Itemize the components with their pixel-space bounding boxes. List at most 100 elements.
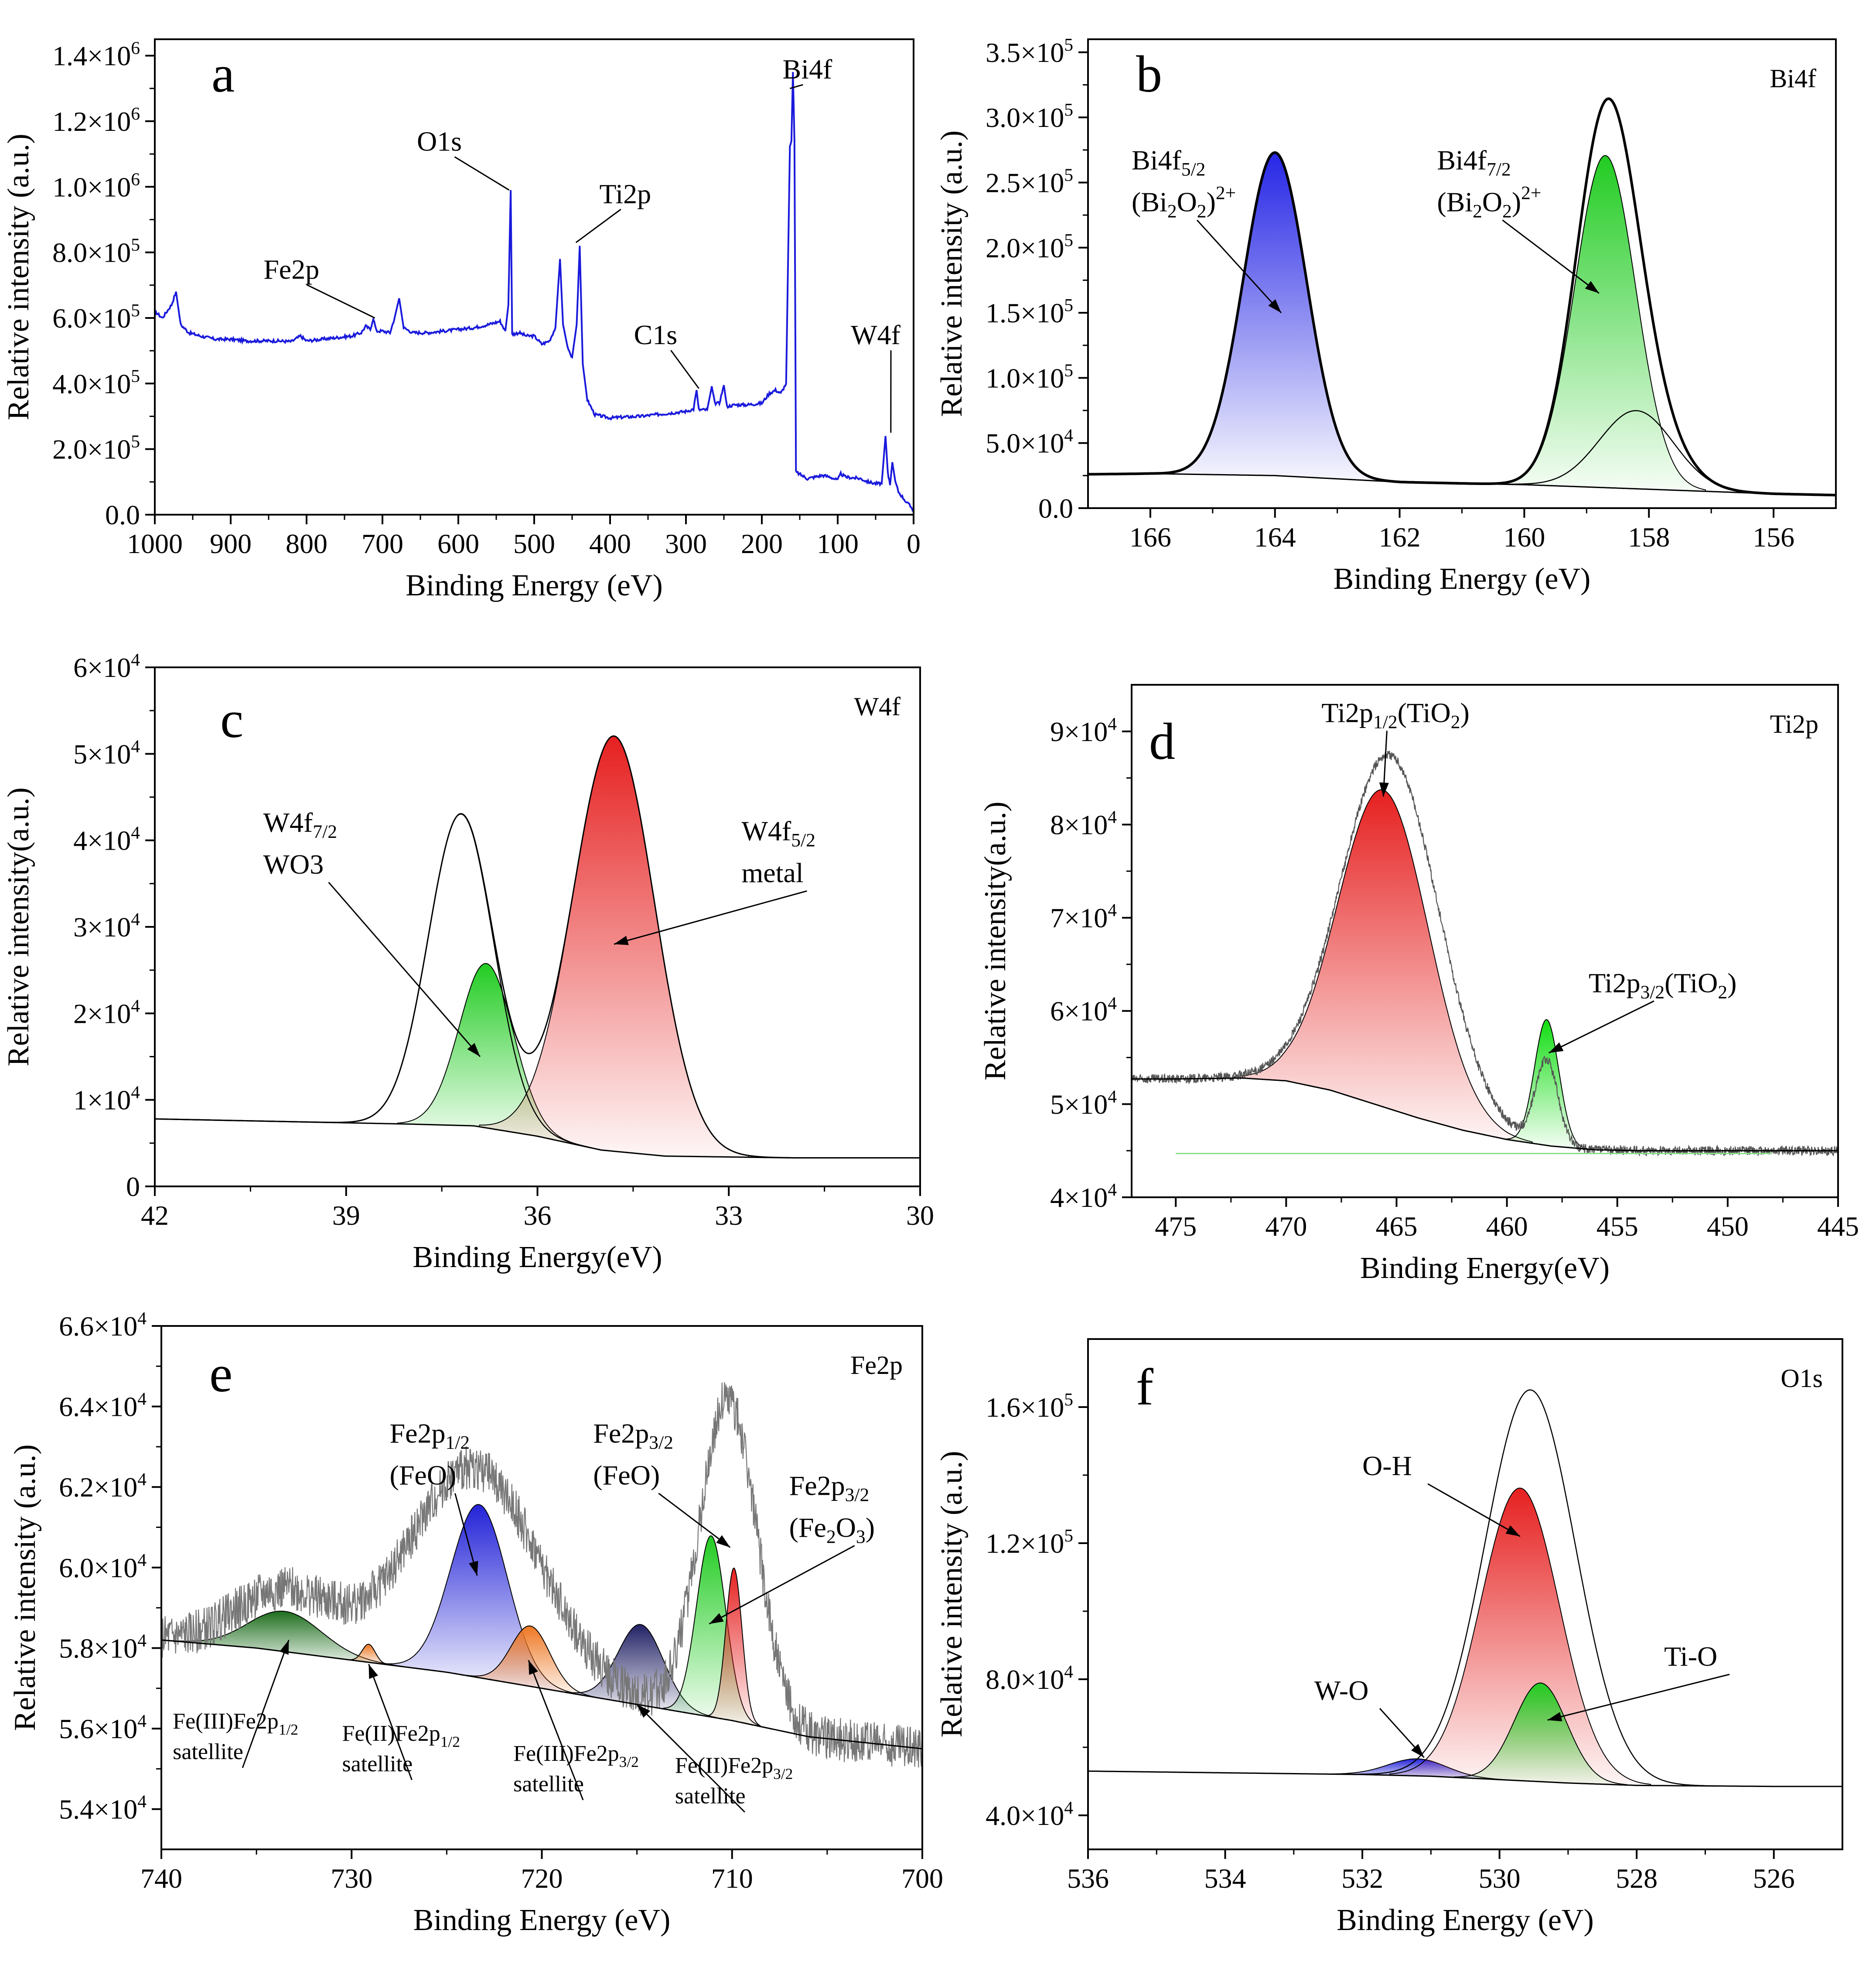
x-tick-label: 536 [1067,1863,1109,1894]
x-axis-title: Binding Energy(eV) [413,1240,662,1274]
tick-exponent: 4 [131,1082,140,1102]
arrow-head [280,1640,289,1655]
label-part: W-O [1314,1675,1368,1706]
annotation-text: satellite [513,1772,584,1797]
background-line [1088,1770,1842,1787]
x-tick-label: 36 [524,1200,552,1231]
label-part: ) [866,1512,875,1543]
annotation-arrow [658,1493,731,1548]
annotation-text: Bi4f5/2 [1132,145,1205,180]
label-part: 2 [1167,201,1177,222]
y-tick-label: 6×104 [1050,993,1117,1027]
arrow-head [467,1043,480,1057]
tick-mantissa: 8.0×10 [52,237,131,268]
tick-exponent: 5 [131,300,140,320]
label-part: O [836,1512,856,1543]
label-part: 1/2 [279,1721,298,1738]
tick-mantissa: 6.6×10 [59,1311,137,1342]
label-part: 7/2 [313,821,337,842]
y-tick-label: 4×104 [73,823,140,856]
tick-exponent: 4 [137,1308,147,1328]
tick-mantissa: 2.5×10 [986,167,1064,198]
panel-f-o1s: 536 534 532 530 528 5264.0×1048.0×1041.2×1051… [935,1338,1843,1937]
label-part: (Fe [789,1512,826,1543]
tick-exponent: 4 [1108,1179,1117,1199]
y-tick-label: 2.0×105 [52,431,140,465]
x-tick-label: 528 [1616,1863,1658,1894]
arrow-head [368,1664,378,1679]
peak-label: O1s [417,126,462,157]
panel-letter: c [220,690,243,748]
x-tick-label: 100 [817,528,859,559]
leader-line [306,284,375,319]
tick-exponent: 4 [1064,1797,1073,1818]
label-part: 2+ [1521,183,1541,204]
x-tick-label: 526 [1753,1863,1795,1894]
y-tick-label: 5.4×104 [59,1791,147,1825]
y-tick-label: 5×104 [73,736,140,769]
annotation-text: (FeO) [390,1460,457,1491]
y-tick-label: 5×104 [1050,1086,1117,1120]
x-axis-title: Binding Energy (eV) [1334,562,1591,596]
label-part: satellite [173,1739,243,1764]
x-tick-label: 33 [715,1200,743,1231]
y-tick-label: 1.0×106 [52,169,140,202]
y-tick-label: 0.0 [1038,493,1073,524]
x-tick-label: 30 [906,1200,934,1231]
tick-mantissa: 0 [126,1171,140,1202]
x-tick-label: 166 [1129,522,1171,553]
annotation-arrow [1427,1483,1521,1537]
y-tick-label: 6.0×105 [52,300,140,334]
x-axis-title: Binding Energy (eV) [406,569,663,602]
label-part: ) [1512,187,1521,218]
annotation-arrow [614,890,807,945]
annotation-arrow [528,1660,584,1801]
label-part: 1/2 [1373,711,1398,732]
x-tick-label: 710 [711,1863,753,1894]
label-part: (FeO) [593,1460,660,1491]
y-tick-label: 3.5×105 [986,34,1073,68]
tick-mantissa: 6.4×10 [59,1391,137,1422]
peak-Bi4f7/2 [1504,155,1706,492]
tick-mantissa: 1.0×10 [986,362,1064,393]
y-tick-label: 1×104 [73,1082,140,1116]
tick-mantissa: 7×10 [1050,902,1108,933]
annotation-text: metal [742,858,804,888]
annotation-arrow [1547,1674,1730,1721]
annotation-text: Ti2p1/2(TiO2) [1321,697,1469,732]
y-tick-label: 5.6×104 [59,1711,147,1744]
label-part: 2 [1502,201,1512,222]
peak-label: W4f [851,319,900,350]
y-axis-title: Relative intensity (a.u.) [8,1444,42,1731]
tick-exponent: 5 [1064,164,1073,184]
tick-exponent: 5 [131,235,140,255]
annotation-text: Fe(II)Fe2p3/2 [675,1753,793,1783]
y-tick-label: 6.4×104 [59,1389,147,1422]
tick-mantissa: 5.6×10 [59,1713,137,1744]
envelope-line [1088,97,1836,497]
plot-frame [1087,1338,1843,1850]
annotation-text: Ti-O [1664,1641,1717,1672]
x-tick-label: 164 [1254,522,1296,553]
label-part: W4f [742,816,791,847]
x-tick-label: 600 [437,528,479,559]
tick-mantissa: 4×10 [73,825,131,856]
panel-title: O1s [1780,1364,1823,1393]
x-tick-label: 470 [1265,1211,1307,1242]
label-part: 1/2 [446,1432,470,1453]
arrow-head [1268,299,1282,313]
tick-mantissa: 6.0×10 [59,1552,137,1583]
label-part: Ti2p [1321,697,1373,728]
label-part: 7/2 [1487,159,1511,180]
arrow-head [1379,782,1389,797]
label-part: O-H [1362,1450,1412,1481]
panel-letter: e [209,1345,232,1403]
x-tick-label: 460 [1486,1211,1528,1242]
y-tick-label: 5.8×104 [59,1630,147,1664]
tick-exponent: 4 [131,823,140,843]
x-tick-label: 730 [331,1863,372,1894]
peak-Ti2p3/2(TiO2) [1506,1019,1587,1150]
tick-exponent: 4 [137,1550,147,1570]
label-part: Fe(III)Fe2p [513,1741,619,1766]
label-part: Fe(II)Fe2p [675,1753,773,1778]
